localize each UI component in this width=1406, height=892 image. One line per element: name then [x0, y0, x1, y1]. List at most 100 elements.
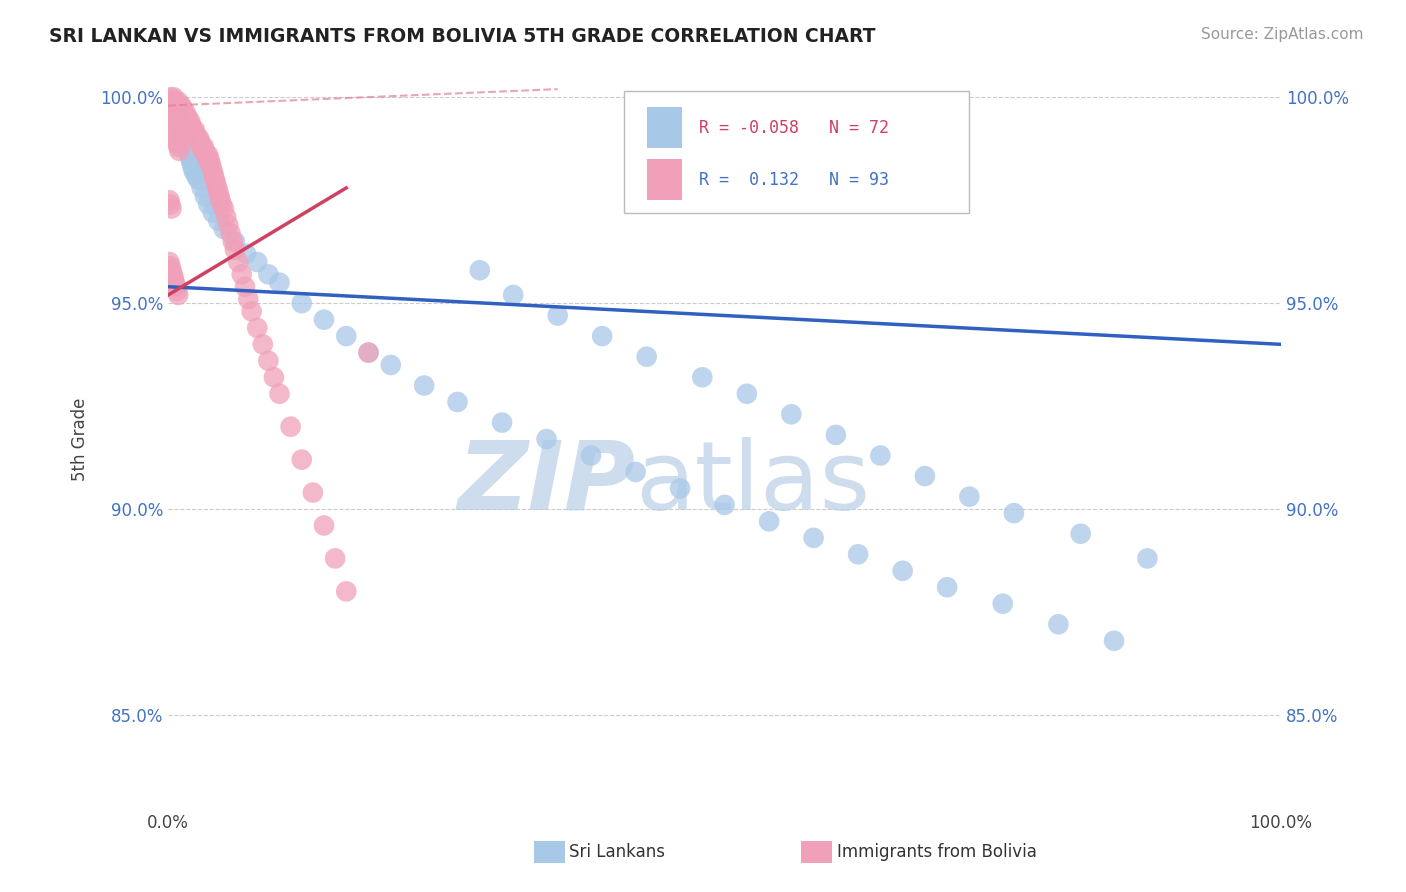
Point: [692, 370, 714, 384]
Point: [186, 131, 208, 145]
Point: [217, 218, 239, 232]
Point: [163, 90, 186, 104]
Point: [713, 498, 735, 512]
Point: [184, 128, 207, 142]
Point: [174, 131, 197, 145]
Point: [173, 103, 195, 117]
Point: [180, 156, 202, 170]
Point: [157, 255, 180, 269]
Point: [207, 185, 229, 199]
Point: [579, 449, 602, 463]
Point: [160, 115, 183, 129]
Point: [211, 197, 233, 211]
Point: [157, 107, 180, 121]
Point: [163, 276, 186, 290]
Point: [181, 123, 204, 137]
Point: [172, 107, 194, 121]
Point: [536, 432, 558, 446]
Point: [170, 119, 193, 133]
Point: [169, 111, 191, 125]
Text: SRI LANKAN VS IMMIGRANTS FROM BOLIVIA 5TH GRADE CORRELATION CHART: SRI LANKAN VS IMMIGRANTS FROM BOLIVIA 5T…: [49, 27, 876, 45]
Point: [222, 235, 245, 249]
Point: [187, 136, 209, 150]
Point: [235, 247, 257, 261]
Point: [323, 551, 346, 566]
Point: [735, 386, 758, 401]
Point: [190, 140, 212, 154]
Point: [991, 597, 1014, 611]
Point: [165, 279, 187, 293]
Point: [263, 370, 285, 384]
Point: [176, 140, 198, 154]
Point: [624, 465, 647, 479]
Y-axis label: 5th Grade: 5th Grade: [72, 397, 89, 481]
Point: [197, 197, 219, 211]
Point: [201, 164, 224, 178]
Point: [219, 226, 242, 240]
Point: [200, 156, 222, 170]
Point: [209, 194, 232, 208]
Point: [179, 148, 201, 162]
Point: [335, 584, 357, 599]
Point: [159, 90, 181, 104]
Point: [162, 98, 184, 112]
Point: [176, 115, 198, 129]
Point: [165, 131, 187, 145]
Point: [190, 136, 212, 150]
Point: [591, 329, 613, 343]
Point: [547, 309, 569, 323]
Point: [169, 115, 191, 129]
Point: [193, 140, 215, 154]
Point: [177, 111, 200, 125]
Point: [468, 263, 491, 277]
Point: [163, 271, 186, 285]
Point: [280, 419, 302, 434]
Point: [166, 115, 188, 129]
Text: atlas: atlas: [636, 437, 870, 530]
Point: [446, 395, 468, 409]
Point: [160, 95, 183, 109]
Point: [758, 514, 780, 528]
Point: [226, 255, 249, 269]
Point: [204, 172, 226, 186]
Point: [291, 296, 314, 310]
Point: [188, 131, 211, 145]
Point: [824, 428, 846, 442]
Point: [636, 350, 658, 364]
Point: [160, 263, 183, 277]
Point: [215, 210, 238, 224]
Point: [179, 119, 201, 133]
Point: [198, 152, 221, 166]
Bar: [647, 160, 682, 200]
Point: [212, 202, 235, 216]
Point: [173, 128, 195, 142]
Point: [195, 148, 218, 162]
Point: [183, 164, 205, 178]
Point: [180, 119, 202, 133]
Point: [177, 144, 200, 158]
Point: [914, 469, 936, 483]
Point: [224, 235, 246, 249]
Point: [413, 378, 436, 392]
Point: [179, 152, 201, 166]
Point: [162, 119, 184, 133]
Point: [183, 128, 205, 142]
Point: [174, 107, 197, 121]
Point: [163, 123, 186, 137]
Point: [184, 123, 207, 137]
Point: [166, 284, 188, 298]
Point: [169, 103, 191, 117]
Point: [197, 148, 219, 162]
Point: [291, 452, 314, 467]
Point: [162, 268, 184, 282]
Point: [167, 288, 190, 302]
Point: [163, 111, 186, 125]
Point: [165, 98, 187, 112]
Point: [166, 103, 188, 117]
Point: [179, 115, 201, 129]
Point: [257, 268, 280, 282]
Point: [231, 268, 253, 282]
Point: [159, 197, 181, 211]
Point: [846, 547, 869, 561]
Point: [238, 292, 260, 306]
